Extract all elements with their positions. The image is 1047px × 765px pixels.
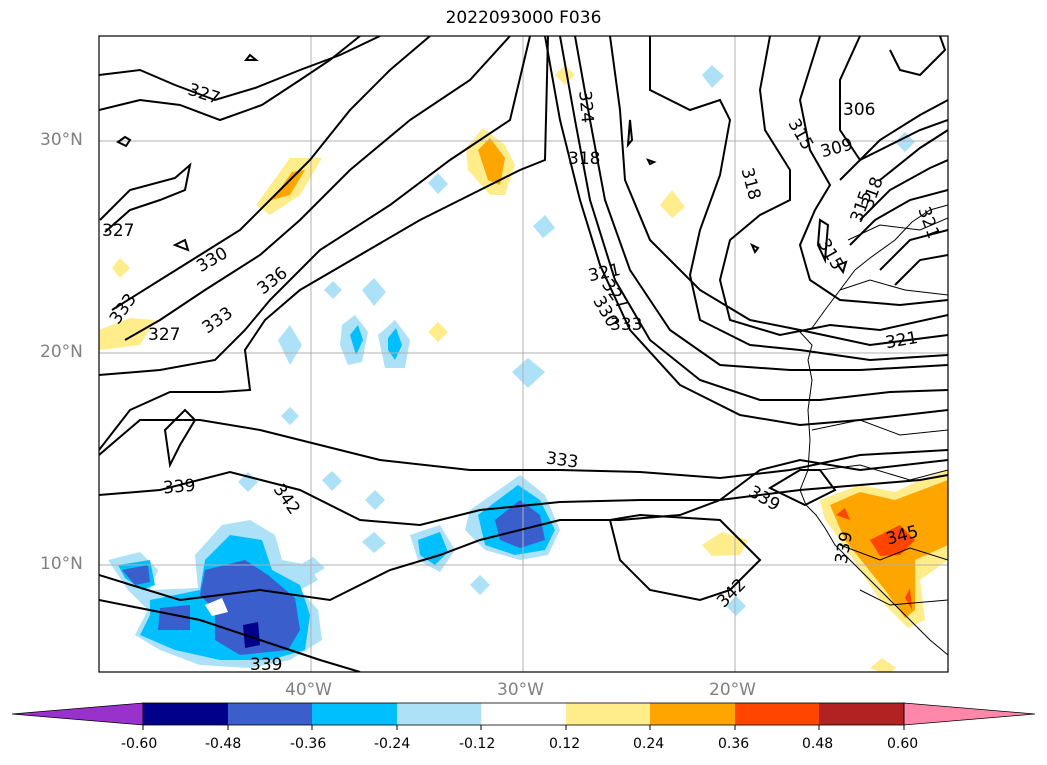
contour-lines: [99, 36, 948, 672]
colorbar-tick-label: -0.12: [459, 736, 496, 752]
negative-anomaly-region: [512, 358, 545, 388]
graticule: [99, 36, 948, 672]
contour-label: 327: [102, 221, 134, 241]
negative-anomaly-region: [322, 471, 342, 491]
negative-anomaly-region: [281, 407, 299, 425]
positive-anomaly-region: [555, 65, 575, 85]
contour-label: 342: [269, 480, 304, 518]
contour-label: 306: [843, 100, 875, 120]
negative-anomaly-region: [365, 490, 385, 510]
plot-title: 2022093000 F036: [445, 8, 602, 28]
colorbar-tick-label: 0.36: [718, 736, 750, 752]
positive-anomaly-region: [702, 532, 748, 556]
negative-anomaly-region: [418, 532, 448, 565]
colorbar-tick-label: -0.36: [290, 736, 327, 752]
colorbar-extend-low: [11, 702, 144, 726]
negative-anomaly-region: [278, 325, 302, 365]
colorbar-segment: [312, 703, 397, 725]
contour-label: 339: [745, 482, 783, 516]
latitude-label-10n: 10°N: [40, 554, 83, 574]
positive-anomaly-region: [478, 138, 505, 185]
contour-label: 309: [819, 135, 856, 163]
positive-anomaly-region: [870, 525, 915, 556]
contour-label: 321: [884, 328, 919, 353]
positive-anomaly-region: [870, 658, 896, 672]
contour-label: 318: [737, 166, 765, 203]
colorbar-tick-label: -0.60: [121, 736, 158, 752]
colorbar-tick-label: 0.60: [887, 736, 919, 752]
negative-anomaly-region: [495, 500, 545, 548]
contour-label: 324: [574, 90, 597, 124]
contour-label: 333: [545, 448, 580, 472]
positive-anomaly-region: [660, 190, 685, 218]
latitude-label-30n: 30°N: [40, 130, 83, 150]
colorbar-segment: [143, 703, 228, 725]
contour-label: 315: [784, 116, 818, 154]
contour-label: 315: [847, 188, 877, 225]
contour-label: 333: [199, 303, 237, 338]
colorbar-segment: [397, 703, 481, 725]
negative-anomaly-region: [726, 596, 746, 616]
latitude-label-20n: 20°N: [40, 342, 83, 362]
negative-anomaly-region: [350, 325, 363, 355]
positive-anomaly-region: [272, 170, 305, 200]
positive-anomaly-region: [836, 508, 850, 520]
colorbar-tick-label: -0.48: [205, 736, 242, 752]
colorbar-segment: [566, 703, 650, 725]
contour-label: 327: [148, 325, 180, 345]
positive-anomaly-region: [112, 258, 130, 278]
positive-anomaly-region: [99, 318, 155, 350]
colorbar-tick-label: 0.12: [549, 736, 581, 752]
colorbar-tick-label: -0.24: [374, 736, 411, 752]
colorbar: [11, 702, 1036, 730]
neutral-hole: [205, 598, 228, 616]
colorbar-segment: [819, 703, 904, 725]
negative-anomaly-region: [470, 575, 490, 595]
contour-label: 339: [832, 530, 857, 565]
longitude-label-20w: 20°W: [709, 680, 756, 700]
negative-anomaly-region: [243, 622, 260, 648]
positive-anomaly-region: [905, 588, 912, 610]
colorbar-segment: [228, 703, 312, 725]
map-frame: [98, 35, 949, 673]
map-area: 327 327 330 333 336 333 327 333 324 318 …: [99, 36, 948, 675]
negative-anomaly-region: [362, 532, 386, 553]
contour-label: 336: [254, 263, 292, 299]
colorbar-tick-label: 0.48: [802, 736, 834, 752]
contour-label: 330: [193, 243, 231, 277]
longitude-label-40w: 40°W: [285, 680, 332, 700]
colorbar-tick-label: 0.24: [633, 736, 665, 752]
longitude-label-30w: 30°W: [497, 680, 544, 700]
contour-label: 333: [610, 315, 642, 335]
contour-label: 321: [913, 204, 943, 241]
contour-label: 339: [162, 476, 196, 499]
negative-anomaly-region: [533, 215, 555, 238]
contour-label: 318: [568, 149, 600, 169]
positive-anomaly-region: [428, 322, 448, 342]
negative-anomaly-region: [428, 173, 448, 194]
colorbar-extend-high: [903, 702, 1036, 726]
negative-anomaly-region: [300, 557, 325, 576]
colorbar-segment: [481, 703, 566, 725]
negative-anomaly-region: [388, 328, 402, 360]
negative-anomaly-region: [702, 65, 724, 88]
contour-label: 327: [185, 80, 222, 109]
colorbar-segment: [735, 703, 819, 725]
negative-anomaly-region: [324, 281, 342, 299]
contour-label: 339: [250, 655, 282, 675]
colorbar-segment: [650, 703, 735, 725]
negative-anomaly-region: [362, 278, 386, 306]
negative-anomaly-region: [895, 132, 915, 152]
